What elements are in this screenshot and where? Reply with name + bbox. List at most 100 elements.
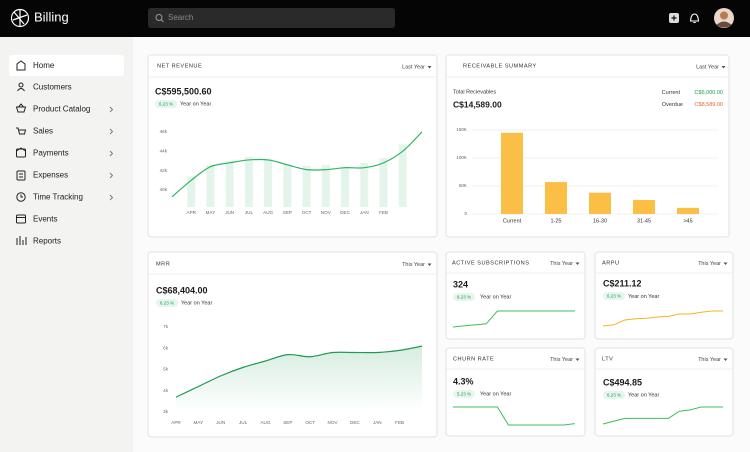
x-tick-label: JUN xyxy=(216,420,225,425)
x-tick-label: SEP xyxy=(283,210,292,215)
x-tick-label: NOV xyxy=(328,420,339,425)
change-badge xyxy=(453,390,475,398)
logo xyxy=(10,8,30,28)
bar xyxy=(341,166,350,207)
nav-item[interactable]: Reports xyxy=(33,237,61,246)
period-selector[interactable]: This Year xyxy=(698,261,721,267)
period-selector[interactable]: This Year xyxy=(698,357,721,363)
y-tick-label: 44k xyxy=(160,148,168,153)
bar xyxy=(244,157,253,207)
change-badge xyxy=(453,293,475,301)
change-badge xyxy=(603,391,625,399)
bar xyxy=(321,164,330,207)
arpu-card xyxy=(594,251,734,340)
x-tick-label: FEB xyxy=(395,420,404,425)
period-selector[interactable]: This Year xyxy=(402,262,425,268)
bar xyxy=(360,162,369,207)
nav-item[interactable]: Product Catalog xyxy=(33,105,90,114)
nav-item[interactable]: Time Tracking xyxy=(33,193,83,202)
bar xyxy=(206,164,215,207)
x-tick-label: DEC xyxy=(340,210,350,215)
change-label: Year on Year xyxy=(628,294,659,300)
bar xyxy=(283,163,292,207)
change-label: Year on Year xyxy=(480,295,511,301)
period-selector[interactable]: This Year xyxy=(550,261,573,267)
y-tick-label: 6k xyxy=(163,345,169,350)
sparkline xyxy=(602,310,723,327)
overdue-label: Overdue xyxy=(662,102,683,108)
period-selector[interactable]: Last Year xyxy=(402,64,425,70)
bar xyxy=(545,182,567,214)
active-nav-highlight xyxy=(9,55,124,76)
y-tick-label: 46k xyxy=(160,129,168,134)
change-badge xyxy=(156,299,178,307)
change-label: Year on Year xyxy=(480,392,511,398)
y-tick-label: 100K xyxy=(456,155,468,160)
x-tick-label: SEP xyxy=(283,420,292,425)
nav-item[interactable]: Home xyxy=(33,61,55,70)
app-name: Billing xyxy=(34,9,69,24)
x-tick-label: APR xyxy=(171,420,181,425)
y-tick-label: 4k xyxy=(163,388,169,393)
notifications-button[interactable] xyxy=(689,13,700,24)
card-title: ACTIVE SUBSCRIPTIONS xyxy=(452,260,529,266)
x-tick-label: JAN xyxy=(373,420,382,425)
avatar-face xyxy=(720,11,728,20)
card-title: CHURN RATE xyxy=(453,356,494,362)
sparkline xyxy=(453,406,576,426)
x-tick-label: APR xyxy=(187,210,197,215)
x-tick-label: NOV xyxy=(321,210,332,215)
x-tick-label: 16-30 xyxy=(593,218,607,224)
x-tick-label: AUG xyxy=(263,210,273,215)
y-tick-label: 5k xyxy=(163,367,169,372)
amount: 4.3% xyxy=(453,376,474,386)
y-tick-label: 3k xyxy=(163,409,169,414)
change-label: Year on Year xyxy=(628,393,659,399)
x-tick-label: JUL xyxy=(239,420,248,425)
total-label: Total Recievables xyxy=(453,89,496,95)
search-icon xyxy=(155,14,163,21)
nav-chevrons xyxy=(109,106,114,201)
y-tick-label: 42k xyxy=(160,168,168,173)
overdue-amount: C$8,589.00 xyxy=(695,102,723,108)
line xyxy=(171,131,423,198)
change-value: 5.23 % xyxy=(457,391,471,396)
x-tick-label: >45 xyxy=(683,218,692,224)
change-value: 6.23 % xyxy=(457,294,471,299)
current-amount: C$6,000.00 xyxy=(695,90,723,96)
y-tick-label: 50K xyxy=(459,183,468,188)
x-tick-label: AUG xyxy=(260,420,270,425)
change-label: Year on Year xyxy=(180,102,211,108)
avatar-body xyxy=(716,21,732,28)
nav-item[interactable]: Expenses xyxy=(33,171,68,180)
card-title: ARPU xyxy=(602,260,620,266)
period-selector[interactable]: This Year xyxy=(550,357,573,363)
churn-rate-card xyxy=(445,347,586,437)
x-tick-label: OCT xyxy=(302,210,312,215)
nav-item[interactable]: Events xyxy=(33,215,57,224)
bar xyxy=(225,160,234,207)
y-tick-label: 7k xyxy=(163,324,169,329)
search-box[interactable] xyxy=(148,8,395,28)
amount: 324 xyxy=(453,279,468,289)
bar xyxy=(379,157,388,207)
x-tick-label: JUL xyxy=(245,210,254,215)
card-title: LTV xyxy=(602,356,613,362)
amount: C$494.85 xyxy=(603,377,642,387)
add-icon xyxy=(671,15,677,21)
x-tick-label: JUN xyxy=(225,210,234,215)
bar xyxy=(187,176,196,207)
sparkline xyxy=(452,310,575,328)
nav-item[interactable]: Sales xyxy=(33,127,53,136)
card-title: MRR xyxy=(156,261,170,267)
period-selector[interactable]: Last Year xyxy=(696,64,719,70)
y-tick-label: 150K xyxy=(456,127,468,132)
nav-icons xyxy=(15,60,27,245)
x-tick-label: DEC xyxy=(350,420,360,425)
nav-item[interactable]: Payments xyxy=(33,149,69,158)
x-tick-label: FEB xyxy=(379,210,388,215)
card-title: NET REVENUE xyxy=(157,63,202,69)
nav-item[interactable]: Customers xyxy=(33,83,72,92)
total-amount: C$14,589.00 xyxy=(453,99,502,109)
